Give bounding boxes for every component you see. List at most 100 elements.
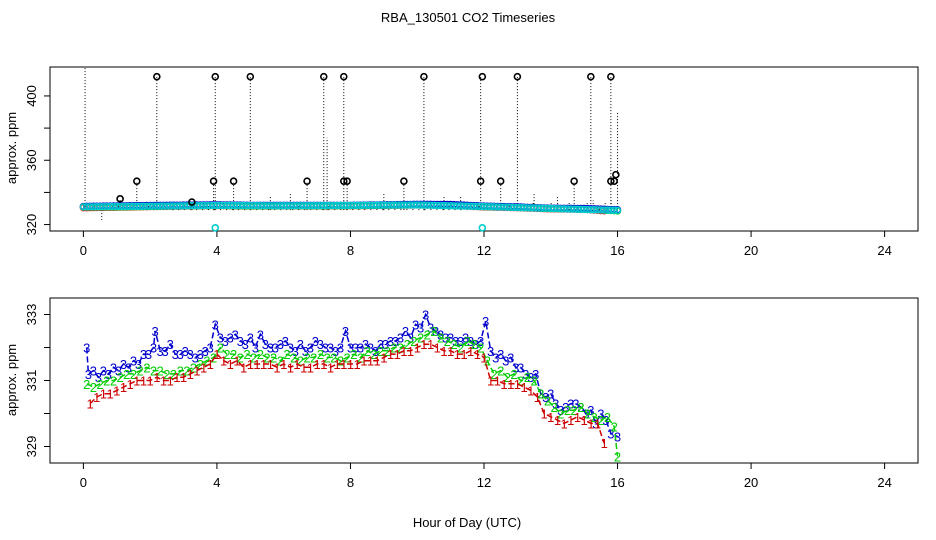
y-tick-label: 400 [24, 85, 39, 107]
series-1-point: 1 [380, 350, 387, 365]
series-2-point: 2 [103, 374, 110, 389]
series-2-point: 2 [250, 350, 257, 365]
series-3-point: 3 [472, 337, 479, 352]
series-3-point: 3 [597, 407, 604, 422]
series-3-point: 3 [512, 360, 519, 375]
series-3-point: 3 [352, 341, 359, 356]
outlier-marker [478, 72, 487, 81]
series-1-point: 1 [160, 374, 167, 389]
outlier-marker [587, 72, 595, 81]
series-1-point: 1 [567, 413, 574, 428]
series-3-point: 3 [267, 341, 274, 356]
series-3-point: 3 [242, 337, 249, 352]
series-2-point: 2 [457, 341, 464, 356]
outlier-marker [246, 72, 255, 81]
series-3-point: 3 [387, 334, 394, 349]
x-tick-label: 24 [877, 243, 891, 258]
outlier-marker [607, 177, 615, 185]
series-3-point: 3 [517, 360, 524, 375]
outlier-marker [513, 72, 522, 81]
x-tick-label: 4 [213, 243, 220, 258]
series-3-point: 3 [382, 337, 389, 352]
outlier-marker [496, 177, 505, 185]
outlier-marker [339, 72, 348, 81]
outlier-marker [133, 177, 141, 185]
series-1-point: 1 [240, 360, 247, 375]
series-2-point: 2 [397, 341, 404, 356]
series-1-point: 1 [367, 354, 374, 369]
series-3-point: 3 [292, 344, 299, 359]
series-3-point: 3 [307, 341, 314, 356]
series-2-point: 2 [450, 337, 457, 352]
series-2-point: 2 [290, 350, 297, 365]
series-2-point: 2 [524, 370, 531, 385]
series-3-point: 3 [562, 400, 569, 415]
series-2-point: 2 [591, 410, 598, 425]
outlier-marker [610, 177, 619, 185]
series-2-point: 2 [517, 374, 524, 389]
series-3-point: 3 [162, 344, 169, 359]
series-3-point: 3 [120, 357, 127, 372]
outlier-marker [476, 177, 485, 185]
series-1-point: 1 [520, 380, 527, 395]
series-2-point: 2 [237, 350, 244, 365]
series-1-point: 1 [354, 357, 361, 372]
series-3-point: 3 [442, 331, 449, 346]
series-3-point: 3 [282, 334, 289, 349]
series-1-point: 1 [287, 360, 294, 375]
outlier-marker [570, 177, 578, 185]
series-1-point: 1 [374, 354, 381, 369]
series-3-point: 3 [392, 334, 399, 349]
series-3-point: 3 [462, 331, 469, 346]
series-1-point: 1 [140, 374, 147, 389]
series-1-point: 1 [187, 367, 194, 382]
series-3-point: 3 [557, 403, 564, 418]
series-3-point: 3 [412, 317, 419, 332]
series-3-point: 3 [452, 334, 459, 349]
series-1-point: 1 [340, 357, 347, 372]
x-tick-label: 24 [877, 475, 891, 490]
series-1-point: 1 [247, 357, 254, 372]
series-2-point: 2 [344, 350, 351, 365]
series-2-point: 2 [564, 403, 571, 418]
y-tick-label: 360 [24, 149, 39, 171]
series-4-marker [613, 206, 622, 215]
series-2-point: 2 [130, 367, 137, 382]
x-tick-label: 8 [347, 475, 354, 490]
x-axis-label: Hour of Day (UTC) [413, 515, 521, 530]
series-1-point: 1 [434, 341, 441, 356]
series-2-point: 2 [417, 331, 424, 346]
series-3-point: 3 [332, 344, 339, 359]
series-2-point: 2 [357, 350, 364, 365]
series-1-point: 1 [233, 354, 240, 369]
series-1-point: 1 [147, 374, 154, 389]
series-1-point: 1 [207, 357, 214, 372]
series-2-point: 2 [96, 377, 103, 392]
series-1-point: 1 [574, 410, 581, 425]
series-1-point: 1 [153, 370, 160, 385]
series-2-point: 2 [497, 364, 504, 379]
series-3-point: 3 [83, 341, 90, 356]
series-1-point: 1 [547, 410, 554, 425]
series-2-point: 2 [263, 350, 270, 365]
series-1-point: 1 [93, 390, 100, 405]
series-1-point: 1 [260, 357, 267, 372]
series-3-point: 3 [317, 337, 324, 352]
series-3-point: 3 [262, 337, 269, 352]
y-tick-label: 331 [24, 370, 39, 392]
series-2-point: 2 [123, 367, 130, 382]
series-3-point: 3 [237, 334, 244, 349]
series-3-point: 3 [125, 360, 132, 375]
series-2-point: 2 [257, 347, 264, 362]
series-3-point: 3 [377, 337, 384, 352]
series-3-point: 3 [312, 334, 319, 349]
series-2-point: 2 [544, 393, 551, 408]
series-2-point: 2 [203, 354, 210, 369]
outlier-marker [319, 72, 328, 81]
series-2-point: 2 [611, 420, 618, 435]
series-3-point: 3 [115, 364, 122, 379]
series-2-point: 2 [484, 354, 491, 369]
series-1-point: 1 [100, 387, 107, 402]
series-2-point: 2 [557, 407, 564, 422]
series-3-point: 3 [252, 341, 259, 356]
